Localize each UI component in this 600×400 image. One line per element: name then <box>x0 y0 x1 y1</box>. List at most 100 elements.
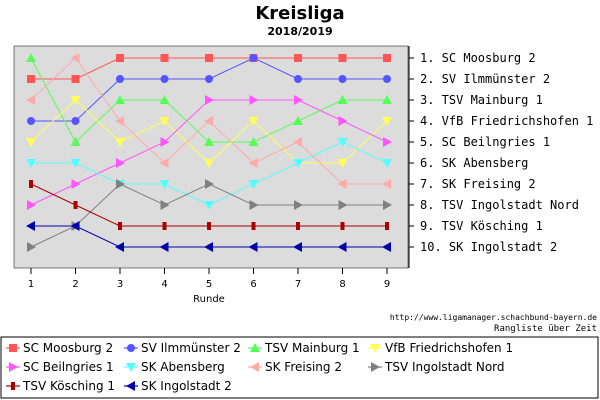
data-point <box>248 137 259 146</box>
data-point <box>294 75 302 83</box>
data-point <box>118 222 122 230</box>
data-point <box>383 75 391 83</box>
standing-label: 10. SK Ingolstadt 2 <box>420 240 557 254</box>
legend-label: SC Beilngries 1 <box>23 360 114 374</box>
data-point <box>159 180 170 189</box>
legend-item: SC Beilngries 1 <box>6 360 114 374</box>
data-point <box>338 54 347 62</box>
legend-label: SC Moosburg 2 <box>23 341 113 355</box>
data-point <box>382 159 392 168</box>
x-tick-label: 8 <box>339 279 345 290</box>
legend-marker <box>127 344 135 352</box>
data-point <box>382 95 392 104</box>
legend-item: TSV Ingolstadt Nord <box>368 360 505 374</box>
x-axis-label: Runde <box>193 294 225 305</box>
legend-label: SV Ilmmünster 2 <box>141 341 241 355</box>
data-point <box>159 117 170 126</box>
data-point <box>249 95 259 105</box>
data-point <box>159 242 169 252</box>
data-point <box>205 179 214 189</box>
data-point <box>27 242 36 252</box>
data-point <box>160 200 170 210</box>
legend-marker <box>11 382 15 390</box>
series-tsv-mainburg-1 <box>26 53 392 146</box>
legend-box <box>0 336 599 399</box>
legend-item: SV Ilmmünster 2 <box>124 341 241 355</box>
data-point <box>337 242 347 252</box>
legend-label: SK Abensberg <box>141 360 225 374</box>
legend-item: SK Ingolstadt 2 <box>124 379 232 393</box>
data-point <box>249 200 259 210</box>
data-point <box>70 221 80 231</box>
data-point <box>248 117 259 126</box>
data-point <box>26 53 36 62</box>
legend-label: TSV Mainburg 1 <box>264 341 360 355</box>
data-point <box>340 222 345 230</box>
legend-label: SK Freising 2 <box>265 360 342 374</box>
chart-title: Kreisliga <box>255 3 344 24</box>
data-point <box>71 117 80 125</box>
data-point <box>204 201 214 210</box>
standing-label: 5. SC Beilngries 1 <box>420 135 550 149</box>
data-point <box>116 179 125 189</box>
data-point <box>73 201 78 209</box>
legend-item: TSV Kösching 1 <box>6 379 115 393</box>
data-point <box>71 179 81 189</box>
data-point <box>205 54 213 62</box>
data-point <box>27 117 35 125</box>
legend-marker <box>250 343 260 352</box>
data-point <box>160 75 169 83</box>
data-point <box>385 222 389 230</box>
legend-label: VfB Friedrichshofen 1 <box>385 341 513 355</box>
data-point <box>294 54 302 62</box>
standing-label: 2. SV Ilmmünster 2 <box>420 72 550 86</box>
data-point <box>116 54 124 62</box>
data-point <box>338 116 348 126</box>
data-point <box>338 200 348 210</box>
x-tick-label: 5 <box>206 279 212 290</box>
data-point <box>205 95 214 105</box>
legend-marker <box>250 362 259 372</box>
series-vfb-friedrichshofen-1 <box>26 96 392 168</box>
data-point <box>383 137 392 147</box>
data-point <box>29 180 33 188</box>
data-point <box>115 116 124 126</box>
series-sk-abensberg <box>26 138 392 210</box>
data-point <box>293 116 303 125</box>
standing-label: 9. TSV Kösching 1 <box>420 219 543 233</box>
standing-label: 1. SC Moosburg 2 <box>420 51 536 65</box>
chart-subtitle: 2018/2019 <box>267 25 332 38</box>
legend-label: SK Ingolstadt 2 <box>141 379 232 393</box>
data-point <box>26 138 36 147</box>
data-point <box>293 242 302 252</box>
data-point <box>26 95 35 105</box>
series-sc-beilngries-1 <box>27 95 392 210</box>
legend-marker <box>370 344 380 353</box>
data-point <box>162 222 167 230</box>
data-point <box>382 117 392 126</box>
standing-label: 3. TSV Mainburg 1 <box>420 93 543 107</box>
data-point <box>293 159 303 168</box>
data-point <box>296 222 300 230</box>
data-point <box>204 159 214 168</box>
data-point <box>293 137 302 147</box>
data-point <box>337 179 347 189</box>
legend-label: TSV Kösching 1 <box>22 379 115 393</box>
data-point <box>70 137 81 146</box>
x-tick-label: 1 <box>28 279 34 290</box>
data-point <box>248 158 258 168</box>
standing-label: 4. VfB Friedrichshofen 1 <box>420 114 593 128</box>
data-point <box>160 54 169 62</box>
data-point <box>70 159 81 168</box>
data-point <box>337 95 348 104</box>
data-point <box>383 200 392 210</box>
series-sv-ilmm-nster-2 <box>27 54 391 125</box>
data-point <box>159 95 170 104</box>
footer-url: http://www.ligamanager.schachbund-bayern… <box>390 313 597 322</box>
data-point <box>115 242 124 252</box>
data-point <box>294 200 303 210</box>
data-point <box>70 53 80 63</box>
x-tick-label: 3 <box>117 279 123 290</box>
standing-label: 6. SK Abensberg <box>420 156 528 170</box>
